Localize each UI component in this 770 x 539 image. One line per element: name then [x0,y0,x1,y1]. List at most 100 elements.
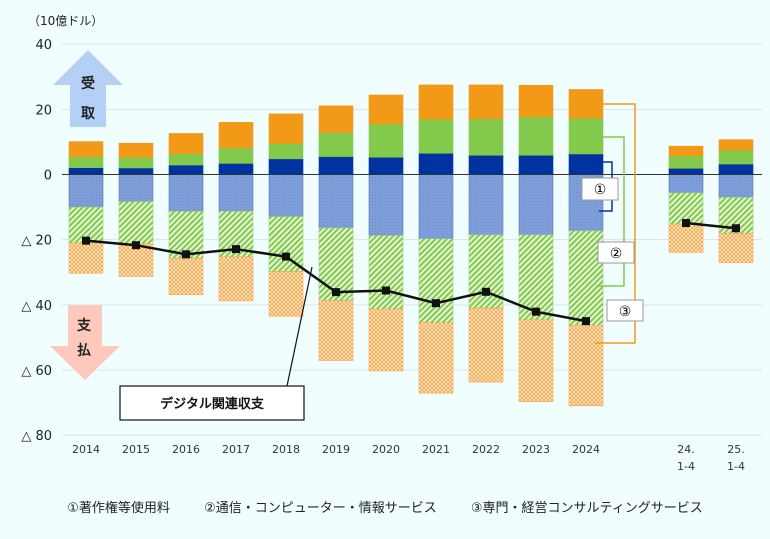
bar-receipt-2 [568,117,604,155]
x-tick-label: 2019 [322,443,350,456]
bar-receipt-2 [268,143,304,160]
bracket-label-2: ② [597,241,635,264]
bar-payment-3 [518,319,554,402]
bar-payment-3 [668,223,704,253]
x-tick-label: 2017 [222,443,250,456]
bar-receipt-3 [268,113,304,144]
line-point [332,288,340,297]
bar-payment-3 [118,243,154,277]
bar-receipt-3 [318,105,354,133]
bar-payment-3 [468,307,504,383]
bar-payment-3 [718,233,754,264]
bar-payment-3 [268,271,304,317]
bar-receipt-3 [718,139,754,151]
bar-payment-3 [568,325,604,407]
x-tick-label: 2021 [422,443,450,456]
bar-receipt-1 [418,153,454,175]
x-tick-label: 25. [727,443,745,456]
payment-arrow-label-1: 支 [76,317,92,334]
bar-receipt-1 [218,163,254,175]
bar-payment-2 [118,201,154,245]
bar-receipt-3 [568,89,604,119]
bar-receipt-3 [68,141,104,157]
x-tick-label: 2022 [472,443,500,456]
bar-payment-1 [468,174,504,236]
line-series [685,221,737,230]
bar-payment-3 [318,300,354,361]
bar-receipt-3 [468,84,504,120]
bar-receipt-1 [168,164,204,175]
legend-item-3: ③専門・経営コンサルティングサービス [470,501,703,516]
bracket-label-1: ① [581,177,619,201]
line-point [682,219,690,228]
bar-payment-1 [118,174,154,202]
bar-receipt-2 [218,147,254,164]
bar-receipt-1 [718,163,754,175]
bar-receipt-2 [418,118,454,154]
receipt-arrow-label-2: 取 [81,106,96,122]
bracket-2 [596,136,625,287]
svg-text:③: ③ [619,304,632,320]
bar-receipt-3 [668,145,704,157]
bar-receipt-1 [268,158,304,175]
receipt-arrow [53,50,123,127]
line-label-pointer [286,266,313,387]
bar-payment-2 [668,192,704,225]
bar-receipt-1 [68,167,104,175]
bar-receipt-3 [368,94,404,125]
bar-payment-3 [418,322,454,394]
bar-receipt-3 [418,84,454,120]
payment-arrow [50,305,120,380]
bar-receipt-3 [218,122,254,149]
bar-receipt-2 [668,155,704,169]
bar-receipt-2 [118,156,154,169]
bar-payment-3 [218,256,254,302]
x-tick-label: 2014 [72,443,100,456]
line-point [82,236,90,245]
x-tick-label: 2018 [272,443,300,456]
bar-receipt-1 [118,167,154,175]
line-point [582,317,590,326]
line-point [732,224,740,233]
svg-text:①: ① [594,182,607,198]
unit-label: （10億ドル） [28,14,103,28]
bar-receipt-2 [518,116,554,156]
line-point [382,286,390,295]
line-point [432,299,440,308]
bar-payment-2 [418,238,454,324]
line-label-box [119,385,305,421]
bar-payment-1 [68,174,104,208]
x-tick-label: 1-4 [727,460,745,473]
bar-receipt-2 [168,153,204,166]
bar-payment-1 [518,174,554,236]
bar-payment-3 [168,257,204,296]
line-point [482,287,490,296]
bar-payment-1 [368,174,404,236]
y-tick-label: △ 40 [21,299,52,314]
bar-payment-1 [418,174,454,239]
x-tick-label: 2015 [122,443,150,456]
y-tick-label: △ 80 [21,429,52,444]
bar-receipt-1 [518,154,554,175]
bar-receipt-3 [518,84,554,118]
y-tick-label: △ 60 [21,364,52,379]
receipt-arrow-label-1: 受 [81,75,95,92]
x-tick-label: 2023 [522,443,550,456]
bar-payment-1 [318,174,354,229]
bar-payment-2 [518,234,554,321]
bar-receipt-1 [318,156,354,175]
line-point [132,241,140,250]
bar-receipt-3 [118,142,154,158]
bar-receipt-2 [468,118,504,156]
bar-payment-2 [268,216,304,272]
bar-payment-1 [218,174,254,212]
line-label: デジタル関連収支 [160,396,265,412]
bar-payment-1 [718,174,754,198]
bar-payment-1 [268,174,304,217]
legend-item-1: ①著作権等使用料 [67,501,170,516]
bar-receipt-2 [368,123,404,158]
x-tick-label: 24. [677,443,695,456]
bar-payment-3 [368,308,404,372]
bar-payment-2 [368,235,404,310]
